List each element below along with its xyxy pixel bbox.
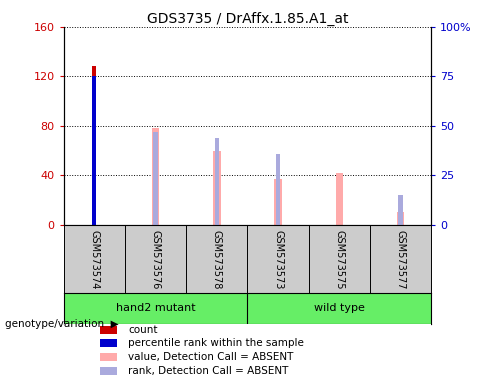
Bar xyxy=(93,76,96,225)
Bar xyxy=(153,132,158,225)
Text: wild type: wild type xyxy=(314,303,365,313)
Text: value, Detection Call = ABSENT: value, Detection Call = ABSENT xyxy=(128,352,294,362)
FancyBboxPatch shape xyxy=(100,326,117,334)
Text: count: count xyxy=(128,325,157,335)
Bar xyxy=(215,138,219,225)
Text: rank, Detection Call = ABSENT: rank, Detection Call = ABSENT xyxy=(128,366,289,376)
Text: GSM573575: GSM573575 xyxy=(334,230,344,290)
Text: GSM573576: GSM573576 xyxy=(150,230,161,290)
FancyBboxPatch shape xyxy=(100,367,117,375)
Text: genotype/variation  ▶: genotype/variation ▶ xyxy=(5,319,119,329)
Bar xyxy=(398,195,403,225)
Text: GSM573578: GSM573578 xyxy=(212,230,222,290)
Bar xyxy=(93,66,96,225)
Bar xyxy=(397,212,404,225)
Text: GSM573573: GSM573573 xyxy=(273,230,283,290)
Bar xyxy=(152,128,159,225)
Text: hand2 mutant: hand2 mutant xyxy=(116,303,196,313)
Title: GDS3735 / DrAffx.1.85.A1_at: GDS3735 / DrAffx.1.85.A1_at xyxy=(147,12,348,26)
Bar xyxy=(274,179,282,225)
Bar xyxy=(276,154,280,225)
Bar xyxy=(336,173,343,225)
Text: GSM573577: GSM573577 xyxy=(395,230,406,290)
Text: GSM573574: GSM573574 xyxy=(89,230,99,290)
FancyBboxPatch shape xyxy=(100,339,117,348)
Text: percentile rank within the sample: percentile rank within the sample xyxy=(128,338,304,348)
Bar xyxy=(213,151,220,225)
FancyBboxPatch shape xyxy=(100,353,117,361)
